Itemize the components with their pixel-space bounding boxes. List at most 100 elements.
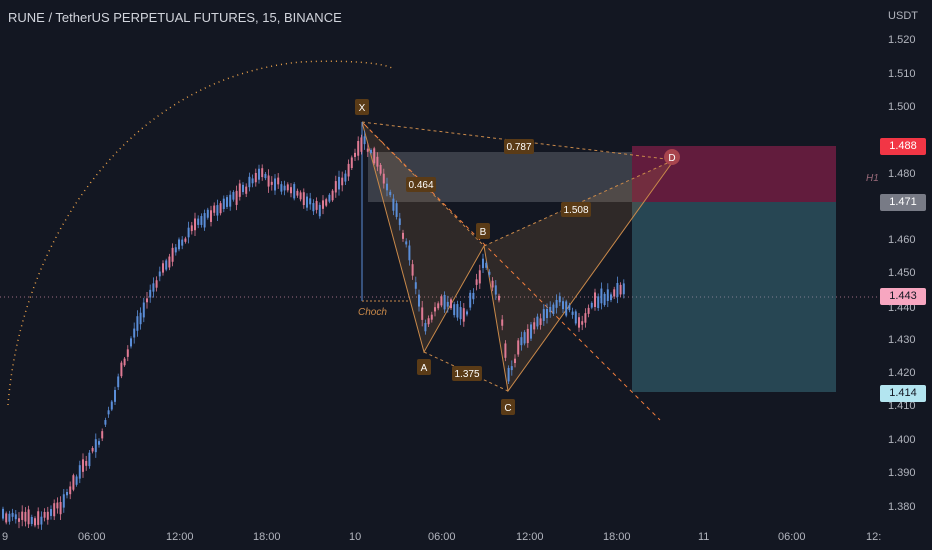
ratio-text: 0.464 [408, 180, 433, 191]
candle-body [418, 294, 420, 307]
candle-body [254, 172, 257, 183]
candle-body [366, 148, 369, 152]
candle-body [411, 264, 414, 276]
candle-body [322, 200, 324, 209]
candle-body [437, 303, 440, 309]
candle-body [101, 431, 104, 439]
candle-body [187, 227, 190, 238]
candle-body [622, 283, 625, 295]
time-axis[interactable]: 9 06:00 12:00 18:00 10 06:00 12:00 18:00… [2, 531, 881, 543]
take-profit-zone[interactable] [632, 202, 836, 392]
candle-body [536, 316, 539, 327]
ratio-text: 1.508 [563, 205, 588, 216]
price-tag-text: 1.414 [889, 387, 917, 399]
candle-body [546, 308, 548, 319]
candle-body [229, 194, 232, 207]
candle-body [414, 282, 417, 289]
candle-body [590, 302, 593, 308]
candle-body [62, 494, 65, 508]
candle-body [386, 183, 388, 191]
candle-body [469, 292, 472, 308]
point-text: X [359, 103, 366, 114]
candle-body [382, 173, 385, 184]
candle-body [606, 289, 609, 302]
candle-body [280, 184, 283, 192]
candle-body [533, 322, 536, 330]
candle-body [555, 300, 558, 308]
candle-body [498, 295, 500, 301]
point-label-a[interactable]: A [417, 359, 431, 375]
candle-body [318, 204, 321, 217]
candle-body [434, 307, 436, 312]
candle-body [370, 149, 372, 153]
candle-body [334, 181, 337, 193]
candle-body [30, 517, 33, 524]
candle-body [267, 175, 270, 187]
candle-body [66, 492, 68, 496]
candle-body [526, 328, 529, 344]
candle-body [338, 176, 340, 190]
trendline[interactable] [363, 123, 661, 421]
candle-body [149, 289, 152, 298]
candles [2, 130, 625, 530]
price-tick: 1.510 [888, 68, 916, 80]
point-text: D [668, 153, 675, 164]
candle-body [363, 136, 366, 145]
candle-body [24, 511, 27, 522]
price-axis[interactable]: 1.520 1.510 1.500 1.480 1.470 1.460 1.45… [888, 34, 916, 513]
candle-body [206, 209, 209, 218]
side-label-h1: H1 [866, 173, 879, 184]
candle-body [584, 313, 587, 323]
price-tick: 1.420 [888, 367, 916, 379]
candle-body [462, 308, 465, 322]
candle-body [520, 337, 523, 346]
candle-body [517, 340, 520, 355]
candle-body [421, 307, 424, 320]
price-tick: 1.440 [888, 302, 916, 314]
candle-body [466, 311, 468, 315]
candle-body [258, 168, 260, 180]
candle-body [501, 319, 504, 326]
candle-body [523, 332, 526, 344]
candle-body [114, 389, 116, 402]
time-tick: 10 [349, 531, 361, 543]
candle-body [302, 192, 305, 206]
candle-body [11, 512, 14, 517]
point-label-b[interactable]: B [476, 223, 490, 239]
candle-body [18, 518, 20, 522]
candle-body [219, 203, 222, 214]
candle-body [562, 301, 564, 310]
time-tick: 06:00 [778, 531, 806, 543]
candle-body [325, 199, 328, 206]
candle-body [459, 307, 462, 320]
candle-body [264, 173, 267, 179]
candle-body [306, 196, 308, 208]
candle-body [456, 304, 459, 318]
candle-body [405, 241, 408, 245]
candle-body [440, 296, 443, 306]
candle-body [507, 367, 510, 382]
candle-body [587, 307, 590, 314]
candle-body [238, 183, 241, 197]
candle-body [328, 194, 331, 202]
candle-body [34, 518, 36, 526]
candle-body [82, 459, 84, 472]
point-label-d[interactable]: D [664, 149, 680, 165]
candle-body [5, 513, 8, 523]
ratio-text: 1.375 [454, 369, 479, 380]
candle-body [88, 452, 91, 467]
candle-body [98, 441, 100, 445]
point-label-x[interactable]: X [355, 99, 369, 115]
candle-body [530, 324, 532, 339]
point-label-c[interactable]: C [501, 399, 515, 415]
candle-body [450, 299, 452, 309]
pattern-triangle-xab [362, 122, 484, 352]
candle-body [133, 328, 136, 338]
arc-drawing[interactable] [7, 60, 393, 406]
candle-body [539, 318, 542, 325]
price-tag-entry: 1.471 [880, 194, 926, 211]
point-text: B [480, 227, 487, 238]
candle-body [408, 245, 411, 261]
